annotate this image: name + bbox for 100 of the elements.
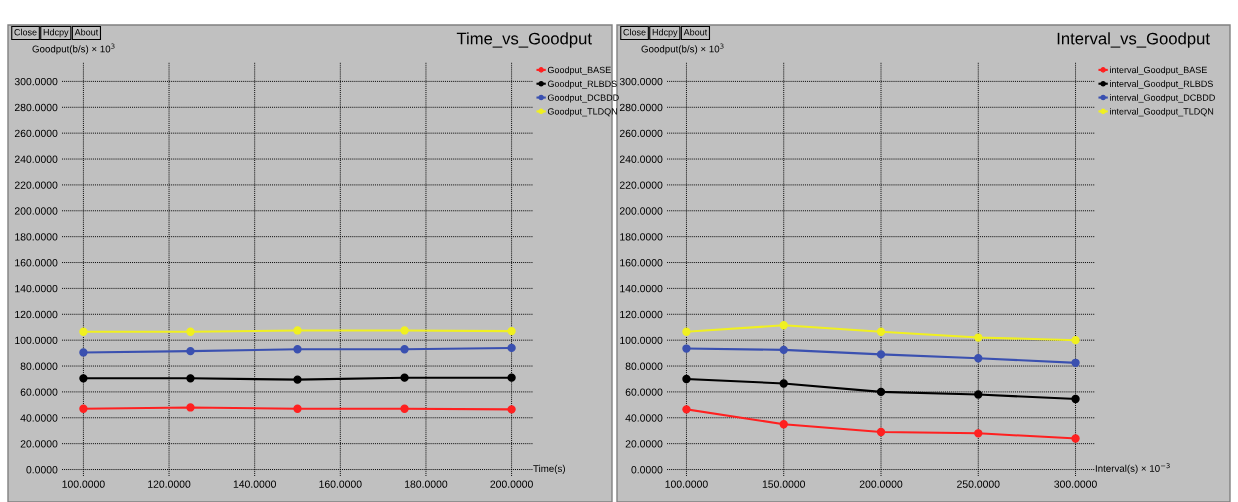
- y-tick-label: 220.0000: [619, 181, 663, 189]
- point: [293, 375, 302, 384]
- y-tick-label: 120.0000: [15, 310, 58, 319]
- x-tick-label: 100.0000: [62, 480, 105, 488]
- y-tick-label: 120.0000: [620, 310, 663, 319]
- x-tick-label: 300.0000: [1054, 480, 1097, 488]
- text: Close: [14, 28, 37, 36]
- x-tick-label: 140.0000: [233, 480, 276, 488]
- legend-label: interval_Goodput_RLBDS: [1110, 80, 1213, 89]
- y-tick-label: 280.0000: [14, 103, 58, 112]
- point: [1071, 394, 1080, 404]
- point: [876, 387, 886, 397]
- point: [682, 344, 691, 353]
- legend-label: interval_Goodput_DCBDD: [1110, 94, 1215, 103]
- point: [79, 374, 88, 383]
- x-axis-title: Time(s): [533, 464, 565, 474]
- chart-title: Time_vs_Goodput: [456, 32, 592, 48]
- x-tick-label: 200.0000: [859, 480, 903, 488]
- point: [186, 403, 195, 412]
- text: About: [683, 28, 708, 36]
- x-tick-label: 100.0000: [665, 480, 708, 488]
- point: [186, 374, 195, 383]
- y-tick-label: 240.0000: [14, 155, 58, 163]
- point: [400, 326, 409, 335]
- y-tick-label: 240.0000: [619, 155, 663, 163]
- y-tick-label: 300.0000: [619, 77, 663, 86]
- y-tick-label: 180.0000: [15, 233, 58, 241]
- text: Close: [623, 28, 646, 36]
- point: [507, 343, 516, 353]
- point: [682, 374, 691, 384]
- x-tick-label: 150.0000: [762, 480, 806, 488]
- y-tick-label: 260.0000: [619, 129, 663, 138]
- y-tick-label: 100.0000: [15, 336, 58, 345]
- y-tick-label: 160.0000: [15, 259, 58, 267]
- point: [876, 350, 886, 359]
- x-axis-title: Interval(s) × 10$^{−3}$: [1095, 463, 1170, 474]
- point: [682, 405, 691, 414]
- point: [974, 390, 983, 399]
- point: [876, 327, 886, 336]
- y-tick-label: 200.0000: [14, 207, 58, 215]
- point: [400, 345, 409, 354]
- legend-label: Goodput_BASE: [547, 66, 611, 75]
- y-tick-label: 80.0000: [625, 362, 663, 370]
- x-tick-label: 120.0000: [148, 480, 191, 488]
- point: [79, 404, 88, 413]
- legend-label: interval_Goodput_TLDQN: [1110, 108, 1214, 117]
- legend-label: interval_Goodput_BASE: [1110, 66, 1207, 75]
- point: [400, 404, 409, 413]
- y-tick-label: 0.0000: [631, 466, 663, 474]
- y-tick-label: 200.0000: [619, 207, 663, 215]
- y-axis-title: Goodput(b/s) × 10$^{3}$: [32, 43, 115, 55]
- point: [186, 346, 195, 356]
- y-tick-label: 40.0000: [20, 414, 58, 422]
- point: [876, 427, 886, 437]
- point: [779, 420, 788, 429]
- point: [779, 379, 788, 388]
- legend-label: Goodput_RLBDS: [547, 80, 617, 89]
- y-tick-label: 140.0000: [15, 284, 58, 293]
- y-tick-label: 100.0000: [620, 336, 663, 345]
- legend-label: Goodput_DCBDD: [547, 94, 619, 103]
- y-tick-label: 0.0000: [26, 466, 58, 474]
- point: [293, 404, 302, 413]
- point: [1071, 335, 1080, 345]
- point: [682, 327, 691, 336]
- y-tick-label: 160.0000: [620, 259, 663, 267]
- point: [186, 327, 195, 336]
- text: Interval_vs_Goodput: [1057, 32, 1210, 48]
- point: [507, 326, 516, 336]
- point: [507, 373, 516, 382]
- y-tick-label: 60.0000: [625, 388, 663, 396]
- text: Hdcpy: [652, 28, 678, 38]
- point: [974, 333, 983, 342]
- point: [293, 345, 302, 354]
- point: [974, 429, 983, 438]
- y-tick-label: 20.0000: [625, 440, 663, 448]
- x-tick-label: 160.0000: [319, 480, 362, 488]
- text: About: [74, 28, 99, 36]
- point: [779, 345, 788, 355]
- y-tick-label: 140.0000: [620, 284, 663, 293]
- x-tick-label: 200.0000: [490, 480, 533, 488]
- x-tick-label: 250.0000: [957, 480, 1000, 488]
- legend-label: Goodput_TLDQN: [547, 108, 617, 117]
- point: [974, 354, 983, 363]
- y-tick-label: 260.0000: [14, 129, 58, 138]
- y-tick-label: 220.0000: [14, 181, 58, 189]
- text: Hdcpy: [43, 28, 69, 38]
- y-tick-label: 280.0000: [619, 103, 663, 112]
- y-tick-label: 300.0000: [14, 77, 58, 86]
- point: [507, 405, 516, 414]
- y-axis-title: Goodput(b/s) × 10$^{3}$: [641, 43, 724, 55]
- y-tick-label: 20.0000: [20, 440, 58, 448]
- point: [1071, 358, 1080, 367]
- y-tick-label: 80.0000: [20, 362, 58, 370]
- x-tick-label: 180.0000: [405, 480, 448, 488]
- point: [779, 321, 788, 330]
- point: [79, 327, 88, 336]
- point: [79, 348, 88, 357]
- y-tick-label: 180.0000: [620, 233, 663, 241]
- point: [1071, 434, 1080, 443]
- point: [293, 326, 302, 335]
